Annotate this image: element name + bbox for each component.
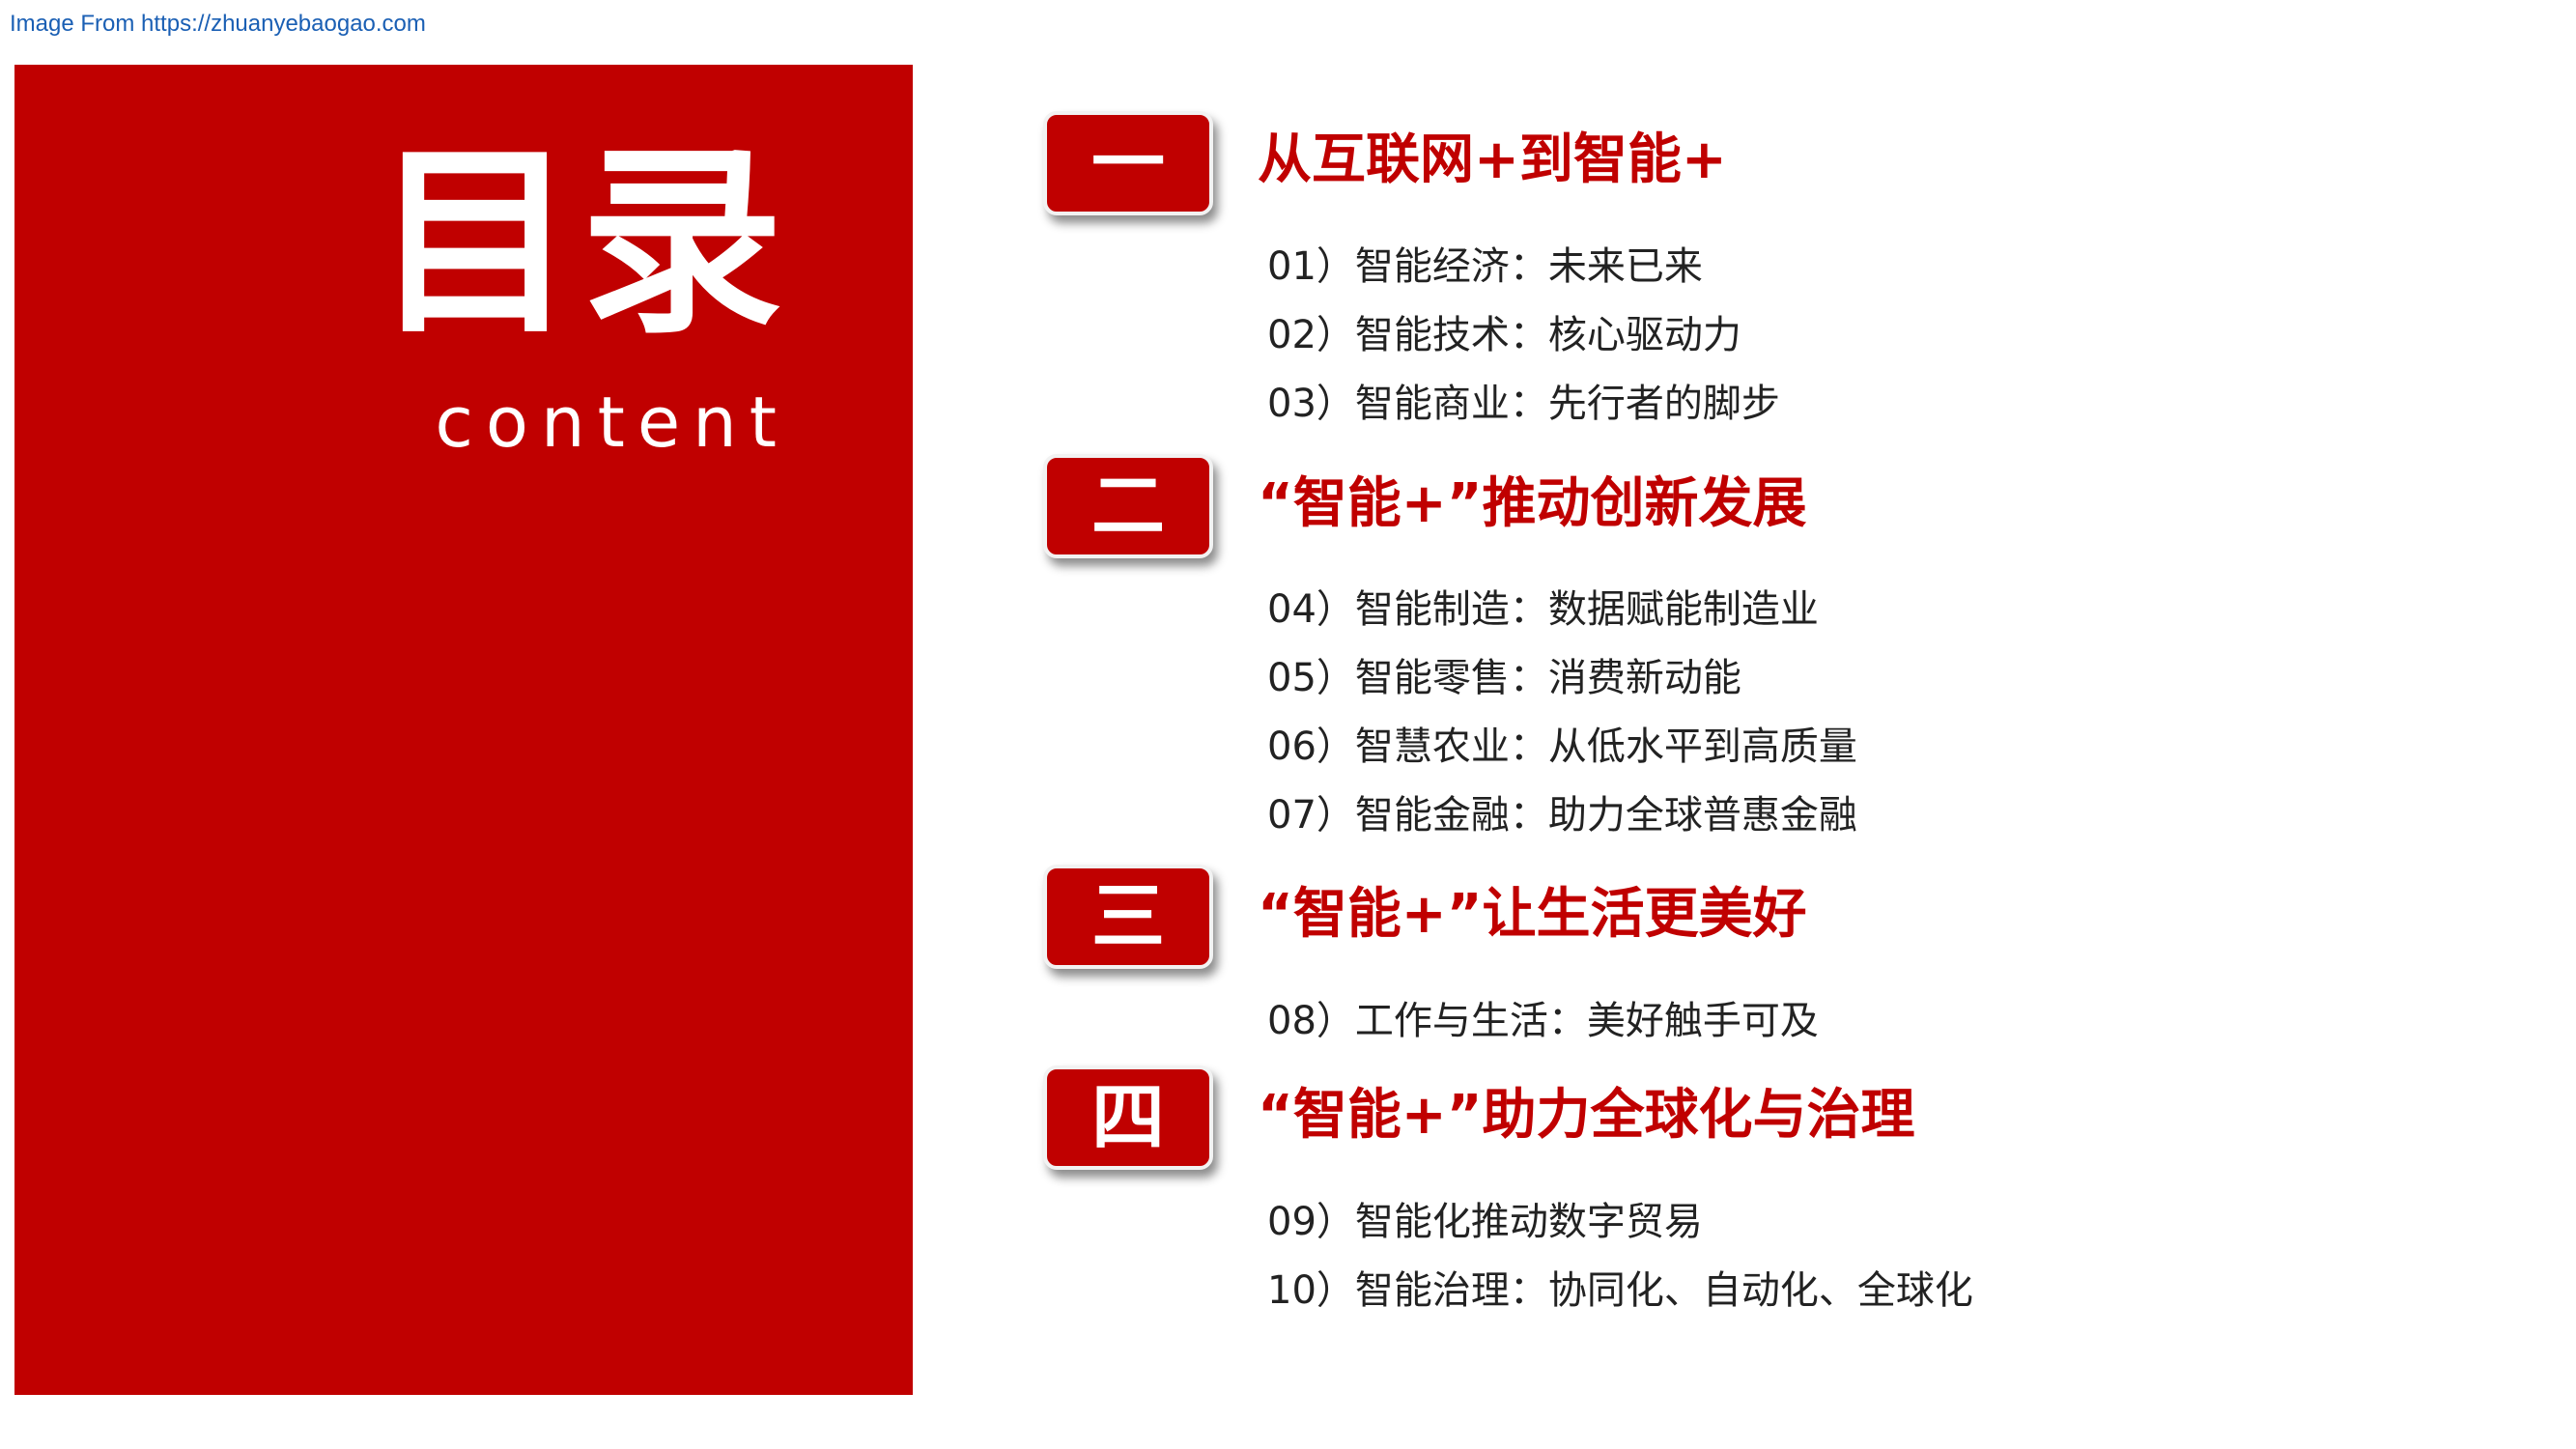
section-badge: 一 [1043,111,1213,215]
page-title: 目录 [373,125,787,361]
toc-item[interactable]: 01）智能经济：未来已来 [1267,244,1703,289]
toc-item[interactable]: 10）智能治理：协同化、自动化、全球化 [1267,1268,1973,1313]
title-panel: 目录 content [14,65,913,1395]
source-link[interactable]: Image From https://zhuanyebaogao.com [10,11,426,37]
toc-item[interactable]: 08）工作与生活：美好触手可及 [1267,999,1819,1043]
section-heading[interactable]: “智能+”让生活更美好 [1258,883,1807,946]
section-heading[interactable]: “智能+”推动创新发展 [1258,472,1807,535]
toc-item[interactable]: 06）智慧农业：从低水平到高质量 [1267,724,1857,769]
toc-item[interactable]: 03）智能商业：先行者的脚步 [1267,382,1780,426]
toc-item[interactable]: 02）智能技术：核心驱动力 [1267,313,1741,357]
toc-item[interactable]: 09）智能化推动数字贸易 [1267,1200,1703,1244]
section-badge: 二 [1043,454,1213,558]
section-heading[interactable]: “智能+”助力全球化与治理 [1258,1084,1915,1147]
section-badge: 三 [1043,865,1213,969]
section-badge: 四 [1043,1065,1213,1170]
toc-item[interactable]: 05）智能零售：消费新动能 [1267,656,1741,700]
section-heading[interactable]: 从互联网+到智能+ [1258,128,1727,191]
page-subtitle: content [435,382,789,463]
toc-item[interactable]: 07）智能金融：助力全球普惠金融 [1267,793,1857,838]
toc-item[interactable]: 04）智能制造：数据赋能制造业 [1267,587,1819,632]
